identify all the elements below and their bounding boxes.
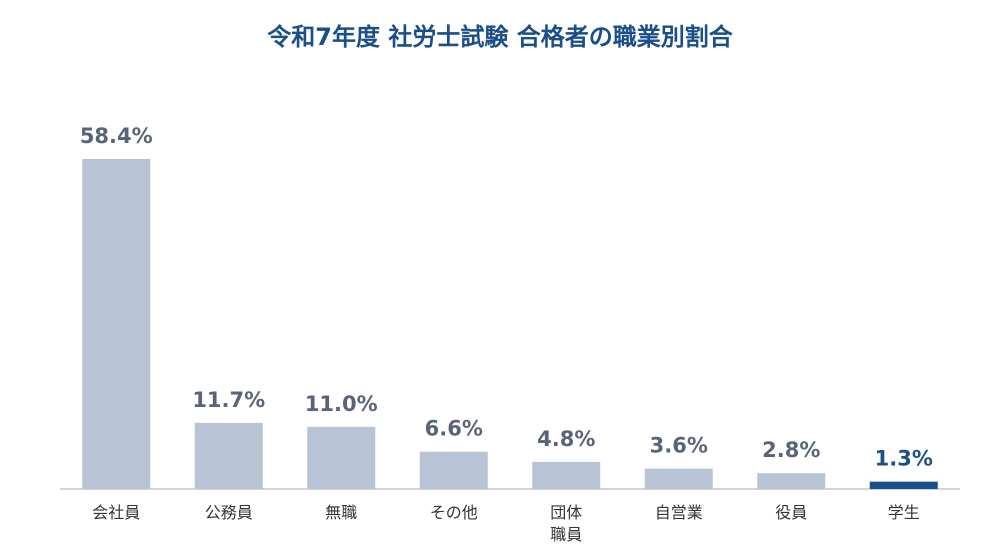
x-tick-label: 無職 <box>325 503 358 522</box>
chart-title: 令和7年度 社労士試験 合格者の職業別割合 <box>267 23 733 51</box>
bar <box>757 473 826 489</box>
value-label: 11.7% <box>192 388 265 412</box>
bar <box>82 159 151 489</box>
value-label: 11.0% <box>305 392 378 416</box>
x-tick-label: その他 <box>429 503 478 522</box>
value-label: 3.6% <box>650 434 708 458</box>
value-label: 1.3% <box>875 447 933 471</box>
bar <box>419 451 488 489</box>
bar <box>532 461 601 489</box>
value-label: 4.8% <box>537 427 595 451</box>
bar <box>869 481 938 489</box>
x-tick-label: 役員 <box>775 503 808 522</box>
x-tick-label: 公務員 <box>204 503 253 522</box>
bar <box>644 468 713 489</box>
x-tick-label: 自営業 <box>654 503 703 522</box>
value-label: 58.4% <box>80 124 153 148</box>
x-tick-label: 会社員 <box>92 503 141 522</box>
x-tick-label: 団体 職員 <box>550 503 583 544</box>
value-label: 2.8% <box>762 438 820 462</box>
bar <box>307 426 376 489</box>
value-label: 6.6% <box>425 417 483 441</box>
x-tick-label: 学生 <box>887 503 920 522</box>
bar <box>194 422 263 489</box>
